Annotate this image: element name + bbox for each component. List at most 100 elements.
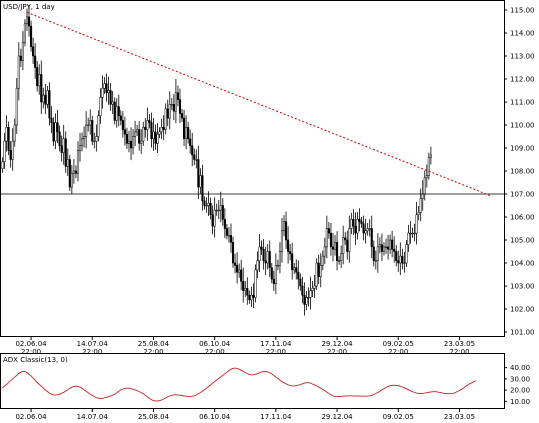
candle [150,112,153,148]
price-y-tick-label: 103.00 [510,283,535,291]
candle [113,97,116,125]
candle [378,237,381,254]
candle [97,110,100,142]
candle [15,78,18,134]
candle [78,132,82,162]
adx-x-tick-date: 17.11.04 [260,413,292,421]
candle [229,223,233,253]
price-y-tick-label: 107.00 [510,191,535,199]
candle [425,164,428,188]
candle [58,125,61,152]
price-y-tick-label: 113.00 [510,53,535,61]
candle [162,115,165,141]
candle [403,251,406,273]
candle [325,215,328,259]
candle [101,75,104,109]
candle [176,85,179,107]
candle [354,212,357,246]
price-x-tick-date: 17.11.04 [260,340,292,348]
price-x-tick-time: 22:00 [21,348,41,356]
candle [295,259,298,280]
candle [217,199,220,219]
candle [68,154,71,192]
candle [374,250,377,270]
candle [160,119,163,140]
candle [132,129,135,155]
price-y-axis: 101.00 102.00 103.00 104.00 105.00 106.00 107.… [504,7,535,337]
candle [134,120,137,147]
price-x-tick-date: 25.08.04 [138,340,170,348]
candle [83,126,86,148]
candle [125,127,128,150]
candle [415,201,418,245]
candle [105,73,108,102]
candle [278,242,281,274]
candle [52,117,55,146]
price-x-tick-time: 22:00 [205,348,225,356]
candle [254,264,257,303]
candle [407,224,410,252]
candle [9,141,12,168]
candle [193,148,196,166]
candle [364,218,367,244]
candle [211,205,214,235]
candle [166,99,169,127]
candle [219,191,222,223]
candle [301,276,304,304]
candle [215,203,218,216]
price-x-tick-time: 22:00 [266,348,286,356]
candle [417,205,420,221]
adx-x-tick-date: 29.12.04 [321,413,353,421]
candle [99,88,102,124]
candle [164,103,167,135]
candle [50,106,53,134]
candle [329,222,332,256]
price-x-tick-date: 14.07.04 [77,340,109,348]
candle [142,121,145,146]
candle [107,76,110,105]
price-plot-area [0,0,505,337]
candle [213,197,216,238]
candle [85,111,88,149]
candle [72,159,75,184]
candle [64,131,67,173]
candle [291,242,294,280]
candle [121,111,124,138]
candle [21,31,24,71]
candle [293,263,296,274]
adx-series-line [2,367,477,402]
candle [262,239,265,270]
candle [91,115,94,146]
candle [331,233,335,262]
candle [44,84,47,114]
candle [256,251,259,278]
candle [342,225,345,265]
price-x-tick-date: 29.12.04 [321,340,353,348]
candle [252,283,255,308]
candle [264,246,267,276]
candle [62,125,65,165]
candle [248,290,251,304]
candle [387,234,390,260]
adx-y-tick-label: 20.00 [510,387,530,395]
candle [391,230,394,258]
candle [380,233,383,262]
candle [48,82,51,126]
candle [152,118,155,151]
price-y-tick-label: 112.00 [510,76,535,84]
candle [70,165,73,195]
adx-x-axis: 02.06.04 14.07.04 25.08.04 06.10.04 17.11.04… [15,409,475,421]
candle [362,215,365,241]
price-candles [1,4,432,316]
candle [336,231,339,271]
candle [30,20,33,52]
candle [260,240,263,255]
candle [250,286,253,308]
candle [338,256,341,265]
candle [1,157,4,173]
adx-y-tick-label: 30.00 [510,375,530,383]
adx-line [2,367,477,402]
candle [356,211,359,240]
candle [270,263,273,284]
price-y-tick-label: 114.00 [510,30,535,38]
